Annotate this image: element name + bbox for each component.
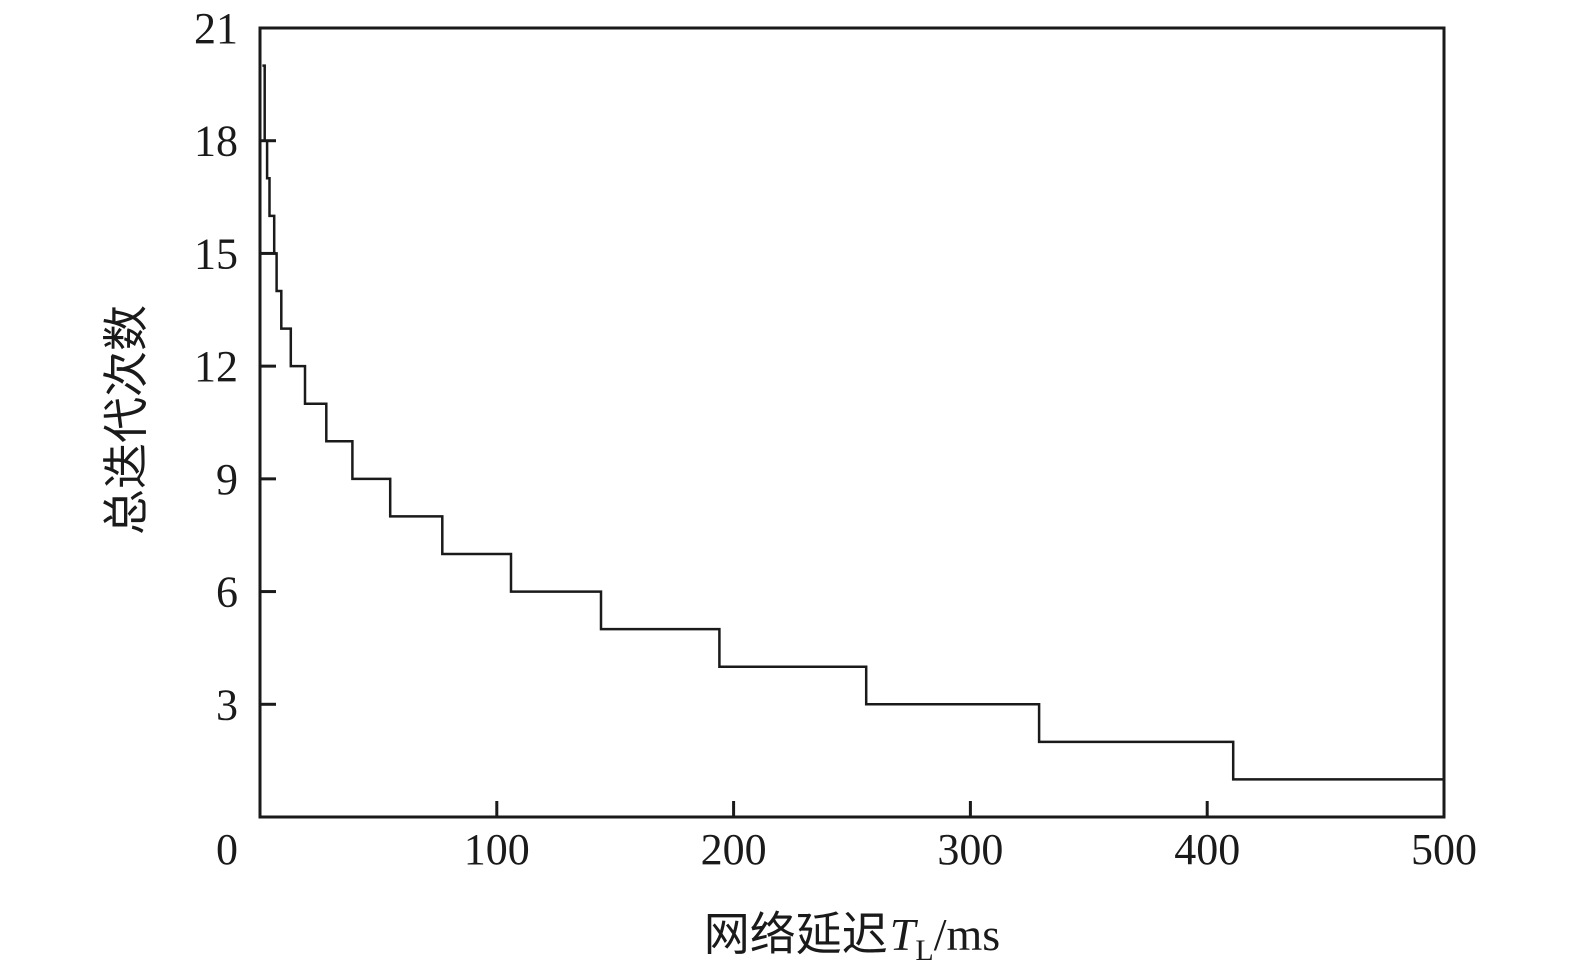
y-tick-label: 6 [216, 568, 238, 617]
y-axis-ticks: 3 6 9 12 15 18 21 [194, 4, 276, 729]
y-tick-label: 12 [194, 342, 238, 391]
plot-frame [258, 26, 1446, 819]
y-tick-label: 15 [194, 229, 238, 278]
x-tick-label: 100 [464, 825, 530, 874]
x-tick-label: 0 [216, 825, 238, 874]
x-tick-label: 400 [1174, 825, 1240, 874]
x-tick-label: 200 [701, 825, 767, 874]
x-axis-ticks: 0 100 200 300 400 500 [216, 801, 1477, 874]
y-tick-label: 18 [194, 117, 238, 166]
x-axis-title-text: 网络延迟 [704, 907, 888, 961]
y-tick-label: 9 [216, 455, 238, 504]
x-tick-label: 500 [1411, 825, 1477, 874]
y-tick-label: 21 [194, 4, 238, 53]
x-axis-title: 网络延迟TL/ms [704, 907, 1000, 967]
series-line [262, 64, 1444, 781]
x-axis-title-unit: /ms [934, 909, 1000, 960]
y-tick-label: 3 [216, 680, 238, 729]
x-axis-title-symbol: T [890, 909, 919, 960]
y-axis-title: 总迭代次数 [99, 305, 153, 535]
x-axis-title-subscript: L [915, 934, 933, 967]
x-tick-label: 300 [937, 825, 1003, 874]
